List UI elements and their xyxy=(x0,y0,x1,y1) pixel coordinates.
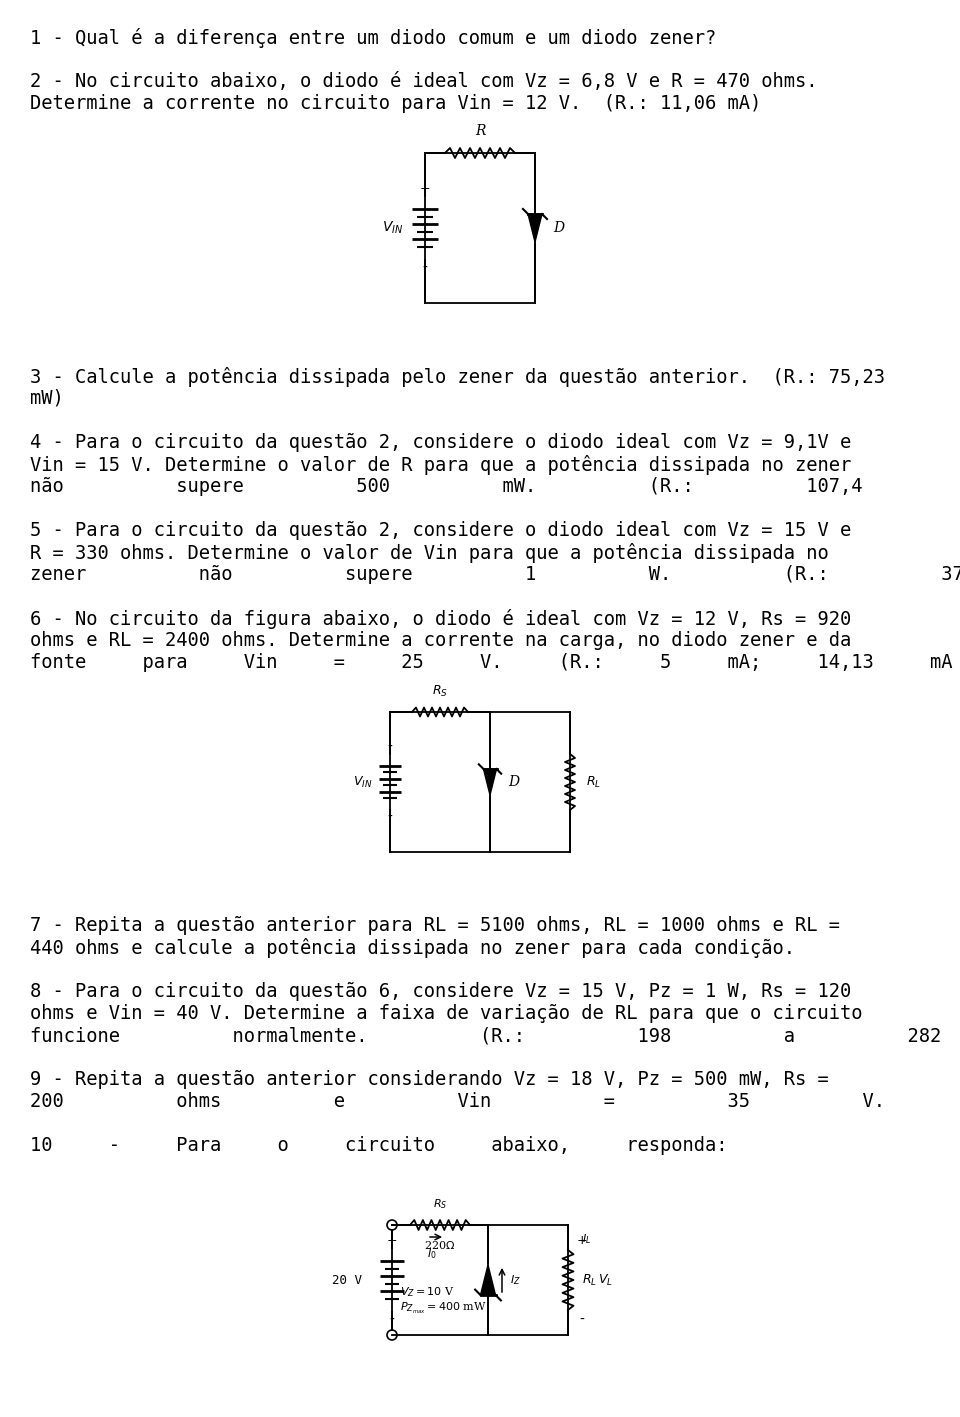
Text: $I_0$: $I_0$ xyxy=(427,1247,437,1261)
Text: -: - xyxy=(422,261,427,275)
Text: -: - xyxy=(580,1314,585,1326)
Text: 1 - Qual é a diferença entre um diodo comum e um diodo zener?: 1 - Qual é a diferença entre um diodo co… xyxy=(30,28,716,48)
Text: 4 - Para o circuito da questão 2, considere o diodo ideal com Vz = 9,1V e: 4 - Para o circuito da questão 2, consid… xyxy=(30,434,852,452)
Text: 2 - No circuito abaixo, o diodo é ideal com Vz = 6,8 V e R = 470 ohms.: 2 - No circuito abaixo, o diodo é ideal … xyxy=(30,72,818,91)
Text: $P_{Z_{max}} = 400$ mW: $P_{Z_{max}} = 400$ mW xyxy=(400,1301,487,1315)
Text: $V_{IN}$: $V_{IN}$ xyxy=(352,775,372,789)
Text: +: + xyxy=(577,1234,588,1247)
Text: 200          ohms          e          Vin          =          35          V.: 200 ohms e Vin = 35 V. xyxy=(30,1093,885,1111)
Text: -: - xyxy=(388,740,393,754)
Text: mW): mW) xyxy=(30,390,63,408)
Text: $R_S$: $R_S$ xyxy=(432,684,448,699)
Text: -: - xyxy=(388,811,393,825)
Text: R: R xyxy=(475,125,485,137)
Text: 10     -     Para     o     circuito     abaixo,     responda:: 10 - Para o circuito abaixo, responda: xyxy=(30,1136,728,1155)
Text: D: D xyxy=(508,775,519,789)
Text: 7 - Repita a questão anterior para RL = 5100 ohms, RL = 1000 ohms e RL =: 7 - Repita a questão anterior para RL = … xyxy=(30,915,840,935)
Text: Vin = 15 V. Determine o valor de R para que a potência dissipada no zener: Vin = 15 V. Determine o valor de R para … xyxy=(30,455,852,475)
Text: funcione          normalmente.          (R.:          198          a          28: funcione normalmente. (R.: 198 a 28 xyxy=(30,1026,960,1044)
Text: $R_L$: $R_L$ xyxy=(582,1272,597,1288)
Text: +: + xyxy=(387,1234,397,1247)
Text: 3 - Calcule a potência dissipada pelo zener da questão anterior.  (R.: 75,23: 3 - Calcule a potência dissipada pelo ze… xyxy=(30,367,885,387)
Text: não          supere          500          mW.          (R.:          107,4      : não supere 500 mW. (R.: 107,4 xyxy=(30,478,960,496)
Text: $R_L$: $R_L$ xyxy=(586,775,601,789)
Text: D: D xyxy=(553,221,564,235)
Text: 220$\Omega$: 220$\Omega$ xyxy=(424,1238,456,1251)
Text: $I_L$: $I_L$ xyxy=(582,1233,591,1246)
Text: fonte     para     Vin     =     25     V.     (R.:     5     mA;     14,13     : fonte para Vin = 25 V. (R.: 5 mA; 14,13 xyxy=(30,653,960,672)
Polygon shape xyxy=(484,769,496,795)
Text: $V_{IN}$: $V_{IN}$ xyxy=(382,220,403,237)
Text: 8 - Para o circuito da questão 6, considere Vz = 15 V, Pz = 1 W, Rs = 120: 8 - Para o circuito da questão 6, consid… xyxy=(30,982,852,1000)
Text: 5 - Para o circuito da questão 2, considere o diodo ideal com Vz = 15 V e: 5 - Para o circuito da questão 2, consid… xyxy=(30,521,852,540)
Text: -: - xyxy=(390,1314,395,1326)
Text: $R_S$: $R_S$ xyxy=(433,1197,447,1212)
Text: +: + xyxy=(420,181,430,194)
Polygon shape xyxy=(481,1265,495,1295)
Polygon shape xyxy=(528,214,542,242)
Text: $I_Z$: $I_Z$ xyxy=(510,1272,520,1287)
Text: ohms e RL = 2400 ohms. Determine a corrente na carga, no diodo zener e da: ohms e RL = 2400 ohms. Determine a corre… xyxy=(30,631,852,650)
Text: ohms e Vin = 40 V. Determine a faixa de variação de RL para que o circuito: ohms e Vin = 40 V. Determine a faixa de … xyxy=(30,1005,862,1023)
Text: 9 - Repita a questão anterior considerando Vz = 18 V, Pz = 500 mW, Rs =: 9 - Repita a questão anterior consideran… xyxy=(30,1070,828,1090)
Text: $V_L$: $V_L$ xyxy=(598,1272,612,1288)
Text: $V_Z = 10$ V: $V_Z = 10$ V xyxy=(400,1285,455,1299)
Text: zener          não          supere          1          W.          (R.:         : zener não supere 1 W. (R.: xyxy=(30,565,960,584)
Text: 6 - No circuito da figura abaixo, o diodo é ideal com Vz = 12 V, Rs = 920: 6 - No circuito da figura abaixo, o diod… xyxy=(30,609,852,629)
Text: R = 330 ohms. Determine o valor de Vin para que a potência dissipada no: R = 330 ohms. Determine o valor de Vin p… xyxy=(30,543,828,563)
Text: 440 ohms e calcule a potência dissipada no zener para cada condição.: 440 ohms e calcule a potência dissipada … xyxy=(30,938,795,958)
Text: 20 V: 20 V xyxy=(332,1274,362,1287)
Text: Determine a corrente no circuito para Vin = 12 V.  (R.: 11,06 mA): Determine a corrente no circuito para Vi… xyxy=(30,94,761,113)
